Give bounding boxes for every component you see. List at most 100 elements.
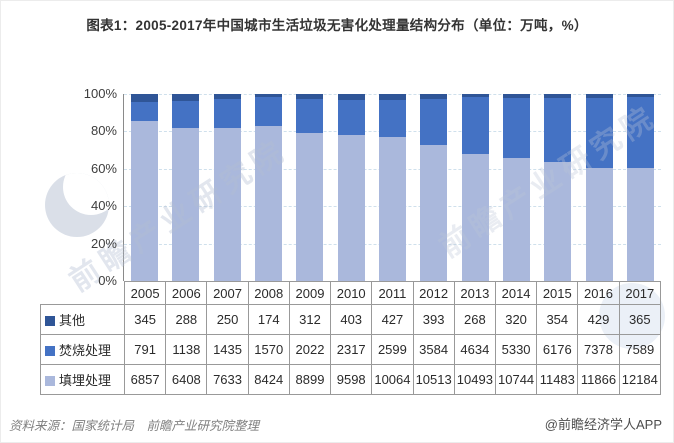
year-cell-2010: 2010 bbox=[330, 281, 373, 305]
value-landfill-2010: 9598 bbox=[330, 364, 373, 395]
bar-column-2012 bbox=[413, 94, 454, 281]
bar-segment-landfill-2005 bbox=[131, 120, 159, 281]
y-tick-label: 20% bbox=[90, 235, 117, 251]
legend-swatch-landfill-icon bbox=[45, 376, 55, 386]
bar-stack-2014 bbox=[502, 94, 530, 281]
bar-segment-incineration-2013 bbox=[461, 97, 489, 154]
value-incineration-2006: 1138 bbox=[165, 334, 208, 365]
year-cell-2017: 2017 bbox=[618, 281, 662, 305]
value-other-2010: 403 bbox=[330, 304, 373, 335]
series-row-incineration: 焚烧处理 791 1138 1435 1570 2022 2317 2599 3584 4634 5… bbox=[40, 334, 662, 365]
bar-series-area bbox=[124, 94, 661, 281]
bar-segment-incineration-2011 bbox=[379, 100, 407, 138]
year-cell-2016: 2016 bbox=[577, 281, 620, 305]
bar-segment-incineration-2009 bbox=[296, 99, 324, 133]
bar-segment-other-2012 bbox=[420, 94, 448, 100]
bar-segment-landfill-2008 bbox=[255, 126, 283, 281]
y-tick-label: 60% bbox=[90, 160, 117, 176]
bar-segment-other-2007 bbox=[213, 94, 241, 100]
bar-segment-other-2015 bbox=[544, 94, 572, 98]
bar-segment-landfill-2017 bbox=[626, 167, 654, 281]
bar-stack-2006 bbox=[172, 94, 200, 281]
y-tick-label: 80% bbox=[90, 123, 117, 139]
bar-stack-2012 bbox=[420, 94, 448, 281]
value-landfill-2009: 8899 bbox=[288, 364, 332, 395]
value-incineration-2007: 1435 bbox=[206, 334, 249, 365]
bar-segment-landfill-2015 bbox=[544, 161, 572, 281]
series-name: 其他 bbox=[59, 313, 86, 328]
value-landfill-2008: 8424 bbox=[247, 364, 290, 395]
bar-segment-other-2009 bbox=[296, 94, 324, 100]
series-row-landfill: 填埋处理 6857 6408 7633 8424 8899 9598 10064 10513 10… bbox=[40, 364, 662, 395]
bar-stack-2009 bbox=[296, 94, 324, 281]
bar-column-2005 bbox=[124, 94, 165, 281]
y-tick-label: 40% bbox=[90, 198, 117, 214]
bar-segment-incineration-2017 bbox=[626, 97, 654, 168]
value-landfill-2011: 10064 bbox=[371, 364, 414, 395]
bar-segment-other-2005 bbox=[131, 94, 159, 103]
bar-stack-2010 bbox=[337, 94, 365, 281]
series-row-other: 其他 345 288 250 174 312 403 427 393 268 320 354 429 36… bbox=[40, 304, 662, 335]
bar-segment-landfill-2012 bbox=[420, 145, 448, 281]
bar-column-2010 bbox=[331, 94, 372, 281]
series-label-landfill: 填埋处理 bbox=[40, 364, 125, 395]
value-other-2015: 354 bbox=[536, 304, 579, 335]
year-cell-2009: 2009 bbox=[288, 281, 332, 305]
bar-segment-other-2017 bbox=[626, 94, 654, 98]
value-incineration-2016: 7378 bbox=[577, 334, 620, 365]
bar-stack-2013 bbox=[461, 94, 489, 281]
series-label-other: 其他 bbox=[40, 304, 125, 335]
year-cell-2012: 2012 bbox=[412, 281, 455, 305]
bar-segment-incineration-2010 bbox=[337, 100, 365, 136]
bar-segment-incineration-2016 bbox=[585, 98, 613, 169]
value-other-2017: 365 bbox=[618, 304, 662, 335]
bar-stack-2008 bbox=[255, 94, 283, 281]
value-incineration-2009: 2022 bbox=[288, 334, 332, 365]
year-cell-2011: 2011 bbox=[371, 281, 414, 305]
bar-segment-incineration-2012 bbox=[420, 99, 448, 146]
value-incineration-2011: 2599 bbox=[371, 334, 414, 365]
value-landfill-2015: 11483 bbox=[536, 364, 579, 395]
value-incineration-2005: 791 bbox=[123, 334, 167, 365]
value-other-2007: 250 bbox=[206, 304, 249, 335]
y-tick-label: 100% bbox=[83, 86, 117, 101]
bar-column-2016 bbox=[578, 94, 619, 281]
bar-column-2006 bbox=[165, 94, 206, 281]
bar-segment-landfill-2006 bbox=[172, 128, 200, 281]
data-table: 2005 2006 2007 2008 2009 2010 2011 2012 2013 2014… bbox=[40, 281, 662, 395]
legend-swatch-other-icon bbox=[45, 316, 55, 326]
bar-segment-incineration-2005 bbox=[131, 102, 159, 121]
value-landfill-2017: 12184 bbox=[618, 364, 662, 395]
bar-segment-other-2014 bbox=[502, 94, 530, 98]
bar-column-2013 bbox=[455, 94, 496, 281]
bar-stack-2017 bbox=[626, 94, 654, 281]
bar-column-2015 bbox=[537, 94, 578, 281]
bar-segment-incineration-2014 bbox=[502, 97, 530, 159]
bar-stack-2011 bbox=[379, 94, 407, 281]
bar-segment-incineration-2008 bbox=[255, 97, 283, 127]
year-cell-2006: 2006 bbox=[165, 281, 208, 305]
bar-column-2014 bbox=[496, 94, 537, 281]
value-other-2012: 393 bbox=[412, 304, 455, 335]
bar-column-2008 bbox=[248, 94, 289, 281]
table-corner bbox=[41, 282, 125, 305]
value-incineration-2010: 2317 bbox=[330, 334, 373, 365]
value-other-2008: 174 bbox=[247, 304, 290, 335]
series-label-incineration: 焚烧处理 bbox=[40, 334, 125, 365]
bar-column-2007 bbox=[207, 94, 248, 281]
value-other-2014: 320 bbox=[494, 304, 538, 335]
bar-stack-2005 bbox=[131, 94, 159, 281]
year-cell-2014: 2014 bbox=[494, 281, 538, 305]
series-name: 焚烧处理 bbox=[59, 343, 112, 358]
bar-segment-other-2006 bbox=[172, 94, 200, 101]
value-other-2016: 429 bbox=[577, 304, 620, 335]
bar-segment-landfill-2016 bbox=[585, 168, 613, 281]
value-other-2009: 312 bbox=[288, 304, 332, 335]
bar-segment-other-2010 bbox=[337, 94, 365, 101]
value-landfill-2013: 10493 bbox=[453, 364, 496, 395]
value-incineration-2015: 6176 bbox=[536, 334, 579, 365]
value-landfill-2007: 7633 bbox=[206, 364, 249, 395]
bar-segment-landfill-2007 bbox=[213, 127, 241, 281]
value-landfill-2005: 6857 bbox=[123, 364, 167, 395]
bar-segment-landfill-2011 bbox=[379, 137, 407, 281]
